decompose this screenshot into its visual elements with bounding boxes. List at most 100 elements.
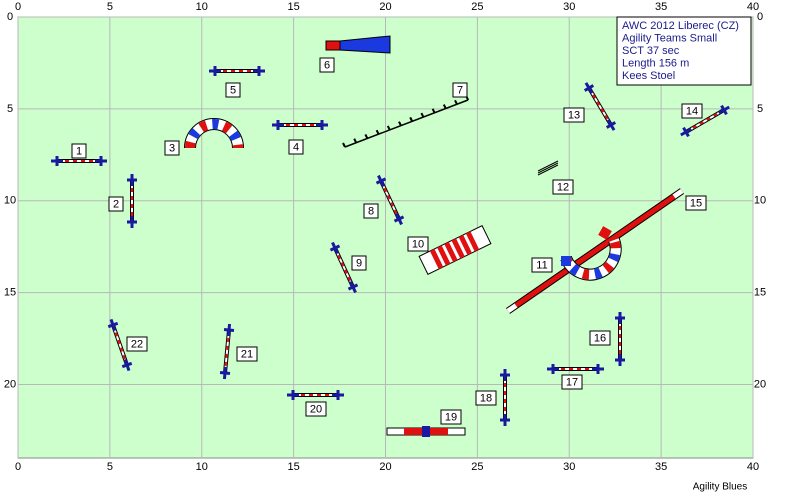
obstacle-label-box: [681, 103, 703, 119]
obstacle-label-box: [108, 196, 124, 212]
weave-pole: [431, 108, 436, 114]
broad-jump-plank: [451, 238, 465, 259]
weave-pole: [353, 138, 358, 144]
x-tick-label: 35: [655, 1, 667, 13]
y-tick-label: 5: [7, 103, 13, 115]
jump-wing: [718, 108, 725, 115]
x-tick-label: 40: [747, 1, 759, 13]
obstacle-label-box: [236, 346, 258, 362]
obstacle-label: 21: [241, 348, 253, 360]
seesaw-pivot: [422, 426, 430, 437]
jump-wing: [685, 127, 692, 134]
obstacle-label: 1: [76, 145, 82, 157]
info-line: AWC 2012 Liberec (CZ): [622, 20, 739, 32]
jump-wing: [111, 324, 117, 332]
obstacle-label-box: [407, 236, 429, 252]
weave-pole: [398, 121, 402, 127]
y-tick-label: 15: [754, 287, 766, 299]
broad-jump-plank: [458, 234, 472, 256]
obstacle-label: 14: [686, 105, 698, 117]
x-tick-label: 0: [15, 461, 21, 473]
obstacle-label: 10: [412, 238, 424, 250]
y-tick-label: 0: [757, 11, 763, 23]
jump-wing: [125, 364, 131, 372]
obstacle-label: 6: [324, 59, 330, 71]
jump-wing: [377, 174, 383, 182]
info-line: Agility Teams Small: [622, 32, 717, 44]
x-tick-label: 20: [379, 1, 391, 13]
obstacle-label: 22: [131, 338, 143, 350]
broad-jump-plank: [444, 241, 458, 263]
jump-bar: [588, 87, 612, 126]
y-tick-label: 20: [754, 378, 766, 390]
obstacle-label-box: [319, 57, 335, 73]
obstacle-label-box: [452, 82, 468, 98]
jump-bar: [224, 329, 230, 374]
spread-bar: [537, 164, 559, 176]
obstacle-label: 19: [445, 411, 457, 423]
obstacle-label-box: [71, 143, 87, 159]
x-tick-label: 15: [288, 461, 300, 473]
info-line: Kees Stoel: [622, 70, 675, 82]
jump-wing: [680, 130, 687, 137]
weave-pole: [409, 116, 414, 122]
jump-wing: [349, 280, 355, 288]
x-tick-label: 25: [471, 1, 483, 13]
jump-wing: [351, 286, 357, 294]
x-tick-label: 5: [107, 461, 113, 473]
obstacle-label-box: [126, 336, 148, 352]
jump-wing: [123, 358, 129, 366]
jump-wing: [227, 323, 232, 331]
obstacle-label-box: [563, 107, 585, 123]
y-tick-label: 5: [757, 103, 763, 115]
info-frame: [616, 16, 752, 86]
jump-wing: [226, 329, 231, 337]
jump-wing: [109, 318, 115, 326]
obstacle-label-box: [589, 330, 611, 346]
obstacle-label-box: [561, 374, 583, 390]
obstacle-label: 12: [557, 181, 569, 193]
obstacle-label-box: [288, 139, 304, 155]
tunnel-end: [598, 226, 612, 240]
obstacle-label: 18: [480, 392, 492, 404]
jump-wing: [606, 119, 613, 126]
x-tick-label: 20: [379, 461, 391, 473]
jump-wing: [587, 87, 594, 94]
jump-wing: [333, 247, 339, 255]
obstacle-label-box: [475, 390, 497, 406]
weave-pole: [386, 125, 391, 131]
obstacle-label: 11: [536, 259, 547, 271]
x-tick-label: 25: [471, 461, 483, 473]
jump-wing: [723, 105, 730, 112]
jump-wing: [395, 212, 401, 220]
obstacle-label-box: [351, 255, 367, 271]
footer: Agility Blues: [693, 482, 747, 493]
obstacle-label: 16: [594, 332, 606, 344]
dogwalk-end: [506, 188, 684, 314]
x-tick-label: 30: [563, 1, 575, 13]
obstacle-label: 8: [368, 205, 374, 217]
jump-wing: [584, 82, 591, 89]
obstacle-label: 20: [310, 403, 322, 415]
spread-bar: [537, 162, 559, 174]
info-line: Length 156 m: [622, 57, 689, 69]
weave-pole: [454, 99, 458, 105]
weave-pole: [364, 134, 369, 139]
jump-wing: [331, 241, 337, 249]
x-tick-label: 15: [288, 1, 300, 13]
info-line: SCT 37 sec: [622, 45, 680, 57]
jump-wing: [397, 218, 403, 226]
weave-base: [344, 99, 469, 148]
obstacle-label: 5: [230, 84, 236, 96]
obstacle-label: 7: [457, 84, 463, 96]
jump-bar: [380, 180, 400, 220]
jump-wing: [223, 366, 228, 374]
jump-bar: [685, 109, 725, 133]
obstacle-label-box: [363, 203, 379, 219]
broad-jump: [418, 225, 492, 275]
weave-pole: [342, 142, 346, 148]
obstacle-label-box: [685, 195, 707, 211]
weave-pole: [375, 129, 380, 135]
